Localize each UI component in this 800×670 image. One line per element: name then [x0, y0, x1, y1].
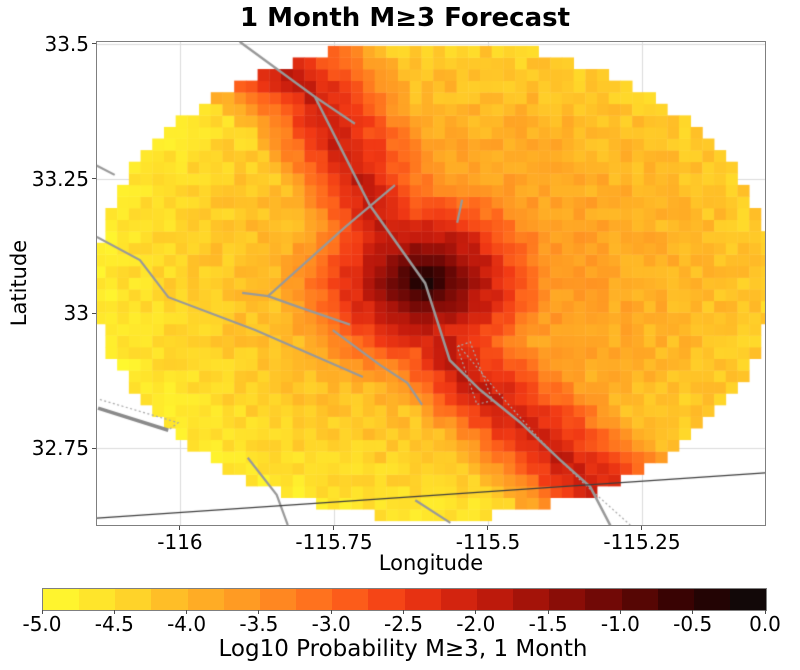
colorbar-segment — [187, 589, 224, 610]
x-tick-label: -115.5 — [455, 530, 521, 554]
y-tick-mark — [92, 178, 96, 180]
x-tick-label: -116 — [157, 530, 203, 554]
x-tick-label: -115.25 — [603, 530, 681, 554]
y-tick-label: 33.5 — [44, 31, 89, 56]
colorbar-segment — [79, 589, 116, 610]
colorbar-tick-mark — [186, 610, 188, 614]
forecast-heatmap-canvas — [97, 42, 765, 525]
colorbar-tick-label: -1.0 — [600, 612, 640, 636]
y-tick-mark — [92, 312, 96, 314]
colorbar-tick-mark — [619, 610, 621, 614]
colorbar-tick-label: -3.0 — [311, 612, 351, 636]
colorbar-tick-label: -4.5 — [94, 612, 134, 636]
colorbar-segment — [332, 589, 369, 610]
colorbar-segment — [368, 589, 405, 610]
x-tick-mark — [333, 526, 335, 530]
colorbar-label: Log10 Probability M≥3, 1 Month — [218, 636, 588, 662]
colorbar-tick-mark — [403, 610, 404, 614]
y-tick-mark — [92, 43, 96, 45]
x-tick-mark — [487, 526, 489, 530]
colorbar-segment — [513, 589, 550, 610]
colorbar-tick-mark — [547, 610, 549, 614]
colorbar-segment — [621, 589, 658, 610]
x-tick-label: -115.75 — [295, 530, 373, 554]
y-tick-label: 32.75 — [31, 436, 89, 461]
colorbar-tick-label: -4.0 — [167, 612, 207, 636]
plot-area — [96, 41, 766, 526]
colorbar-tick-label: -1.5 — [528, 612, 568, 636]
x-tick-mark — [179, 526, 181, 530]
colorbar-tick-label: -0.5 — [673, 612, 713, 636]
colorbar-tick-mark — [692, 610, 694, 614]
chart-title: 1 Month M≥3 Forecast — [239, 3, 571, 33]
colorbar-segment — [657, 589, 694, 610]
colorbar-segment — [585, 589, 622, 610]
colorbar-tick-mark — [113, 610, 115, 614]
y-tick-label: 33.25 — [31, 166, 89, 191]
colorbar-segment — [440, 589, 477, 610]
colorbar-segment — [43, 589, 80, 610]
colorbar-tick-mark — [330, 610, 332, 614]
x-tick-mark — [641, 526, 643, 530]
x-axis-label: Longitude — [378, 551, 484, 575]
colorbar-segment — [296, 589, 333, 610]
colorbar-segment — [476, 589, 514, 610]
colorbar-tick-mark — [475, 610, 477, 614]
colorbar-tick-label: -2.0 — [456, 612, 496, 636]
colorbar-tick-label: -5.0 — [22, 612, 62, 636]
colorbar-segment — [693, 589, 730, 610]
colorbar-tick-label: 0.0 — [749, 612, 781, 636]
colorbar-segment — [115, 589, 152, 610]
colorbar-tick-label: -3.5 — [239, 612, 279, 636]
colorbar-tick-label: -2.5 — [383, 612, 424, 636]
colorbar-segment — [404, 589, 441, 610]
colorbar-segment — [549, 589, 586, 610]
colorbar-segment — [151, 589, 188, 610]
colorbar-tick-mark — [764, 610, 766, 614]
y-tick-mark — [92, 447, 96, 449]
colorbar-tick-mark — [41, 610, 43, 614]
colorbar — [42, 588, 767, 611]
colorbar-segment — [223, 589, 260, 610]
colorbar-segment — [259, 589, 297, 610]
colorbar-tick-mark — [258, 610, 260, 614]
colorbar-segment — [729, 589, 767, 610]
y-tick-label: 33 — [63, 301, 89, 326]
